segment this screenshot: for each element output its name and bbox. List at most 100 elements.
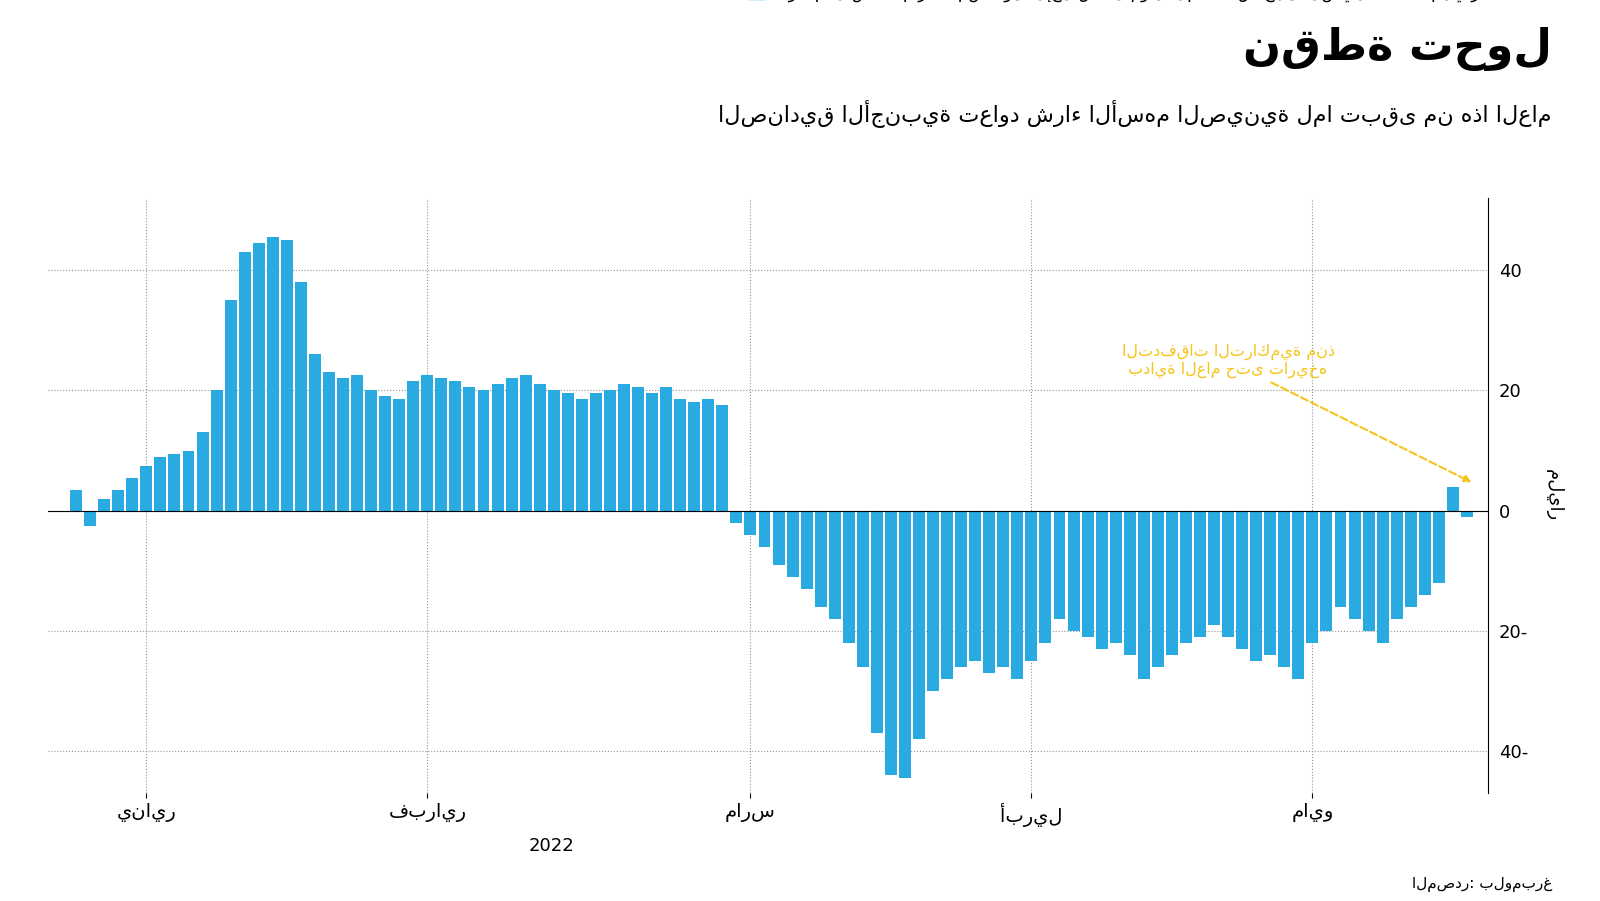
Bar	[744, 511, 757, 534]
Bar	[984, 511, 995, 673]
Bar	[1376, 511, 1389, 642]
Bar	[1110, 511, 1122, 642]
Bar	[1434, 511, 1445, 583]
Bar	[674, 399, 686, 511]
Bar	[294, 282, 307, 511]
Bar	[926, 511, 939, 691]
Bar	[1123, 511, 1136, 655]
Bar	[1026, 511, 1037, 660]
Bar	[547, 390, 560, 511]
Bar	[211, 390, 222, 511]
Bar	[435, 378, 448, 511]
Bar	[1138, 511, 1150, 678]
Bar	[731, 511, 742, 523]
Legend: تراكم الاستثمارات (مستوى الإغلاق) (الأموال المتدفقة على الصين) 3.269 مليار: تراكم الاستثمارات (مستوى الإغلاق) (الأمو…	[749, 0, 1480, 2]
Bar	[141, 466, 152, 511]
Bar	[85, 511, 96, 525]
Bar	[941, 511, 954, 678]
Bar	[829, 511, 840, 619]
Bar	[688, 403, 701, 511]
Bar	[562, 394, 574, 511]
Bar	[1067, 511, 1080, 631]
Text: 2022: 2022	[530, 837, 574, 855]
Bar	[1307, 511, 1318, 642]
Bar	[632, 387, 645, 511]
Bar	[702, 399, 714, 511]
Bar	[1194, 511, 1206, 637]
Bar	[997, 511, 1010, 667]
Bar	[408, 381, 419, 511]
Bar	[379, 396, 390, 511]
Bar	[1152, 511, 1163, 667]
Text: نقطة تحول: نقطة تحول	[1243, 27, 1552, 71]
Bar	[1264, 511, 1277, 655]
Bar	[168, 453, 181, 511]
Bar	[253, 243, 264, 511]
Bar	[450, 381, 461, 511]
Bar	[1237, 511, 1248, 649]
Bar	[350, 376, 363, 511]
Bar	[464, 387, 475, 511]
Bar	[282, 241, 293, 511]
Bar	[1053, 511, 1066, 619]
Bar	[224, 300, 237, 511]
Bar	[112, 489, 125, 511]
Bar	[491, 385, 504, 511]
Bar	[421, 376, 434, 511]
Bar	[323, 372, 334, 511]
Bar	[1179, 511, 1192, 642]
Bar	[1166, 511, 1178, 655]
Bar	[309, 354, 322, 511]
Bar	[618, 385, 630, 511]
Bar	[1446, 487, 1459, 511]
Bar	[1040, 511, 1051, 642]
Bar	[758, 511, 771, 547]
Bar	[590, 394, 602, 511]
Bar	[1419, 511, 1430, 595]
Bar	[1405, 511, 1416, 606]
Bar	[914, 511, 925, 739]
Bar	[238, 252, 251, 511]
Bar	[1334, 511, 1347, 606]
Bar	[1222, 511, 1234, 637]
Bar	[787, 511, 798, 577]
Bar	[338, 378, 349, 511]
Bar	[955, 511, 966, 667]
Bar	[800, 511, 813, 588]
Bar	[365, 390, 378, 511]
Bar	[534, 385, 546, 511]
Bar	[1349, 511, 1360, 619]
Bar	[1390, 511, 1403, 619]
Bar	[870, 511, 883, 733]
Bar	[1250, 511, 1262, 660]
Bar	[506, 378, 517, 511]
Bar	[603, 390, 616, 511]
Bar	[1011, 511, 1024, 678]
Bar	[576, 399, 587, 511]
Bar	[1208, 511, 1221, 624]
Bar	[773, 511, 784, 565]
Bar	[98, 498, 110, 511]
Bar	[1461, 511, 1474, 516]
Bar	[520, 376, 531, 511]
Bar	[717, 405, 728, 511]
Bar	[858, 511, 869, 667]
Bar	[1082, 511, 1093, 637]
Bar	[182, 450, 195, 511]
Bar	[1320, 511, 1333, 631]
Bar	[70, 489, 82, 511]
Bar	[1278, 511, 1290, 667]
Bar	[477, 390, 490, 511]
Bar	[899, 511, 910, 778]
Text: التدفقات التراكمية منذ
بداية العام حتى تاريخه: التدفقات التراكمية منذ بداية العام حتى ت…	[1122, 343, 1469, 481]
Bar	[126, 478, 138, 511]
Bar	[661, 387, 672, 511]
Bar	[267, 237, 278, 511]
Bar	[155, 457, 166, 511]
Y-axis label: مليار: مليار	[1546, 469, 1563, 522]
Bar	[646, 394, 658, 511]
Bar	[814, 511, 827, 606]
Bar	[1096, 511, 1107, 649]
Bar	[197, 432, 208, 511]
Text: الصناديق الأجنبية تعاود شراء الأسهم الصينية لما تبقى من هذا العام: الصناديق الأجنبية تعاود شراء الأسهم الصي…	[718, 99, 1552, 127]
